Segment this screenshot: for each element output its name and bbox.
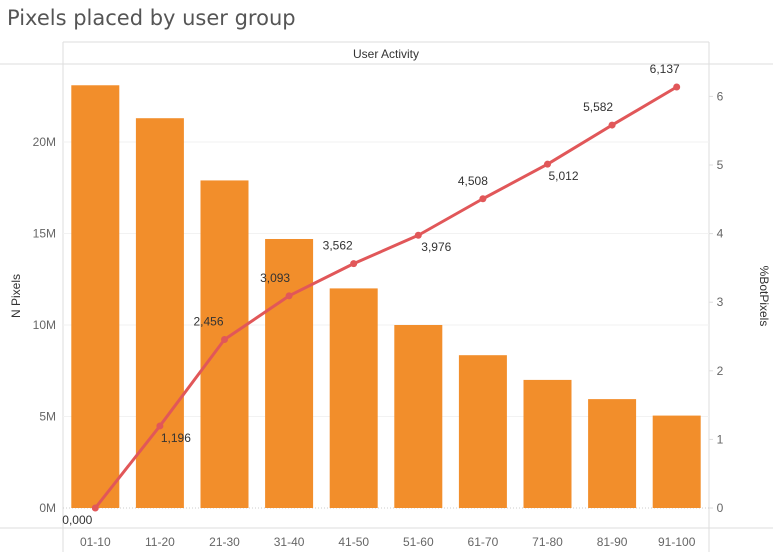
data-labels: 0,000 1,196 2,456 3,093 3,562 3,976 4,508 5,012… xyxy=(62,62,680,527)
line-data-label: 5,012 xyxy=(548,169,578,183)
line-data-label: 6,137 xyxy=(650,62,680,76)
left-tick-label: 10M xyxy=(33,318,56,332)
x-tick-label: 31-40 xyxy=(274,535,305,549)
x-tick-label: 81-90 xyxy=(597,535,628,549)
x-tick-label: 01-10 xyxy=(80,535,111,549)
right-tick-label: 6 xyxy=(717,89,724,103)
y-axis-title-right: %BotPixels xyxy=(757,266,771,327)
x-tick-label: 41-50 xyxy=(338,535,369,549)
line-data-label: 3,976 xyxy=(421,240,451,254)
right-tick-label: 2 xyxy=(717,364,724,378)
right-tick-label: 1 xyxy=(717,432,724,446)
line-point xyxy=(414,231,422,239)
line-data-label: 0,000 xyxy=(62,513,92,527)
line-point xyxy=(221,336,228,344)
line-point xyxy=(544,160,551,168)
bar xyxy=(523,379,572,508)
chart-title: Pixels placed by user group xyxy=(7,6,296,30)
y-axis-title-left: N Pixels xyxy=(9,274,23,318)
line-point xyxy=(91,504,99,512)
bar-series xyxy=(71,85,701,509)
right-tick-label: 3 xyxy=(717,295,724,309)
line-point xyxy=(156,422,164,430)
axes: 0M 5M 10M 15M 20M 0 1 2 3 4 5 6 01-10 11-20 21-30 31-40… xyxy=(9,89,771,549)
bar xyxy=(200,180,249,508)
x-tick-label: 61-70 xyxy=(468,535,499,549)
bar xyxy=(588,399,637,508)
x-tick-label: 91-100 xyxy=(658,535,696,549)
right-tick-label: 5 xyxy=(717,158,724,172)
line-data-label: 3,562 xyxy=(323,239,353,253)
line-data-label: 5,582 xyxy=(583,100,613,114)
line-path xyxy=(93,85,679,510)
x-tick-label: 11-20 xyxy=(145,535,175,549)
right-tick-label: 4 xyxy=(717,227,724,241)
left-tick-label: 20M xyxy=(33,135,56,149)
right-tick-label: 0 xyxy=(717,501,724,515)
column-header: User Activity xyxy=(353,47,419,61)
line-data-label: 3,093 xyxy=(260,271,290,285)
line-point xyxy=(608,121,616,129)
left-tick-label: 15M xyxy=(33,227,56,241)
bar xyxy=(265,238,314,509)
bar xyxy=(458,355,507,508)
bar xyxy=(652,415,701,508)
line-point xyxy=(350,260,358,268)
line-data-label: 4,508 xyxy=(458,174,488,188)
bar xyxy=(329,288,378,508)
line-series xyxy=(91,83,681,512)
line-data-label: 2,456 xyxy=(193,315,223,329)
line-point xyxy=(673,83,681,91)
x-tick-label: 71-80 xyxy=(532,535,563,549)
left-tick-label: 0M xyxy=(39,501,56,515)
x-tick-label: 51-60 xyxy=(403,535,434,549)
bar xyxy=(394,325,443,508)
line-point xyxy=(479,195,487,203)
x-tick-label: 21-30 xyxy=(209,535,240,549)
line-data-label: 1,196 xyxy=(161,431,191,445)
bar xyxy=(135,118,184,509)
line-point xyxy=(285,292,293,300)
bar xyxy=(71,85,120,509)
left-tick-label: 5M xyxy=(39,410,56,424)
chart-frame: User Activity xyxy=(0,41,773,552)
